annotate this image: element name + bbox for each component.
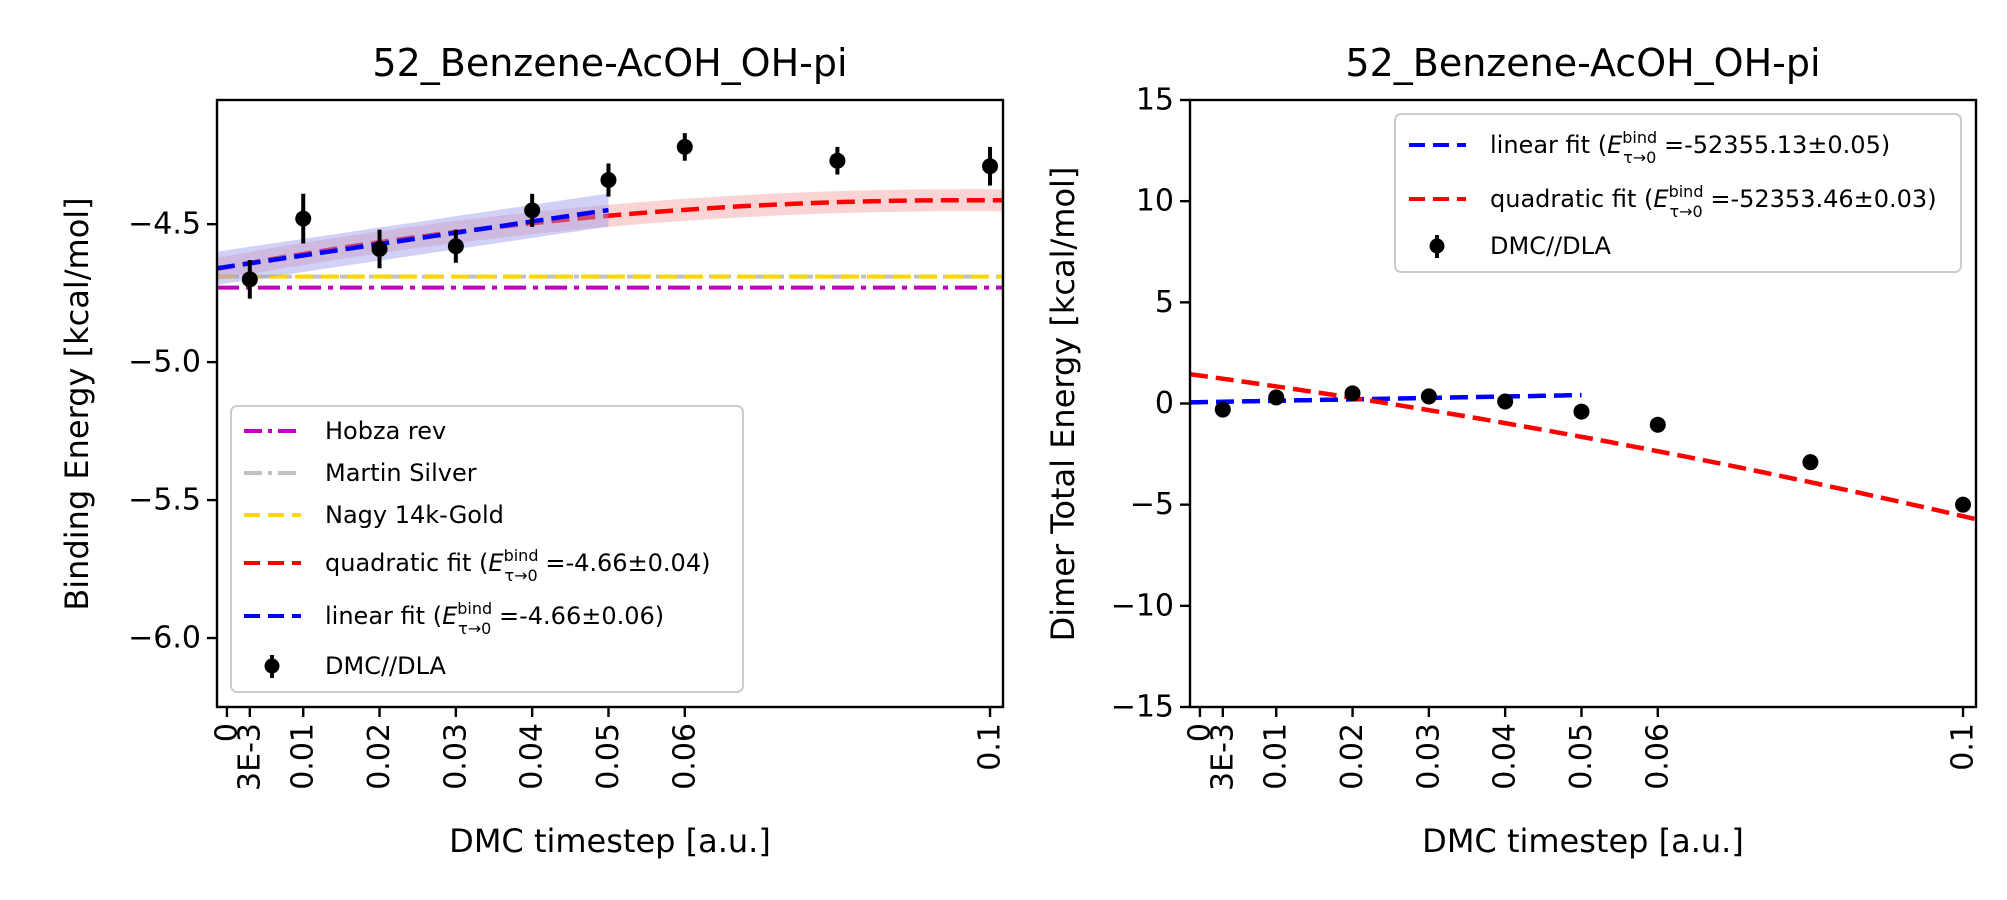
legend-label-quadratic-name: quadratic fit: [1490, 185, 1636, 213]
data-point: [1344, 385, 1361, 402]
legend-label-hobza: Hobza rev: [325, 417, 446, 445]
series-linear-fit-line: [217, 207, 609, 271]
x-tick-label: 0.1: [1946, 723, 1981, 771]
data-point: [829, 152, 846, 169]
data-point: [1573, 403, 1590, 420]
y-tick-label: −4.5: [128, 207, 201, 242]
x-tick-label: 3E-3: [232, 723, 267, 791]
data-point: [1497, 393, 1514, 410]
axis-ticks: 03E-3 0.01 0.02 0.03 0.04 0.05 0.06 0.1 −4.5 −5.0…: [128, 207, 1007, 791]
x-tick-label: 0.01: [1259, 723, 1294, 790]
x-tick-label: 0.06: [667, 723, 702, 790]
data-point: [295, 210, 312, 227]
series-quadratic-fit-band: [217, 189, 1003, 280]
legend-label-linear-value: =-4.66±0.06: [499, 602, 655, 630]
legend: Hobza rev Martin Silver Nagy 14k-Gold qu…: [230, 405, 744, 693]
x-tick-label: 0.02: [362, 723, 397, 790]
axis-ticks: 03E-3 0.01 0.02 0.03 0.04 0.05 0.06 0.1151050−5…: [1111, 83, 1981, 791]
x-tick-label: 0.04: [515, 723, 550, 790]
x-tick-label: 0.1: [973, 723, 1008, 771]
data-point: [1268, 389, 1285, 406]
legend-label-dmc: DMC//DLA: [1490, 232, 1612, 260]
data-point: [1955, 496, 1972, 513]
y-tick-label: −5.5: [128, 483, 201, 518]
data-point: [1420, 388, 1437, 405]
x-tick-label: 0.05: [1564, 723, 1599, 790]
chart-title: 52_Benzene-AcOH_OH-pi: [1345, 41, 1820, 85]
legend-handle-dmc-marker: [1429, 238, 1445, 254]
data-point: [982, 158, 999, 175]
legend-label-quadratic-value: =-4.66±0.04: [545, 549, 701, 577]
data-point: [1649, 416, 1666, 433]
plot-area: [217, 133, 1003, 299]
legend: linear fit (Ebind τ→0 =-52355.13±0.05) qu…: [1394, 113, 1962, 273]
legend-label-nagy: Nagy 14k-Gold: [325, 501, 504, 529]
y-axis-label: Dimer Total Energy [kcal/mol]: [1044, 167, 1082, 642]
data-point: [241, 271, 258, 288]
y-tick-label: −15: [1111, 690, 1174, 725]
y-axis-label: Binding Energy [kcal/mol]: [58, 197, 96, 610]
x-tick-label: 0.05: [591, 723, 626, 790]
binding-energy-panel: 52_Benzene-AcOH_OH-pi DMC timestep [a.u.…: [58, 41, 1008, 860]
x-axis-label: DMC timestep [a.u.]: [1422, 822, 1744, 860]
y-tick-label: 5: [1155, 285, 1174, 320]
legend-label-linear-name: linear fit: [1490, 131, 1590, 159]
legend-label-linear: linear fit (Ebind τ→0 =-4.66±0.06): [325, 599, 664, 638]
legend-box: [1394, 113, 1962, 273]
legend-handle-dmc-marker: [264, 658, 280, 674]
legend-label-martin: Martin Silver: [325, 459, 477, 487]
legend-label-quadratic: quadratic fit (Ebind τ→0 =-4.66±0.04): [325, 546, 710, 585]
y-tick-label: 10: [1136, 184, 1174, 219]
dimer-total-energy-panel: 52_Benzene-AcOH_OH-pi DMC timestep [a.u.…: [1044, 41, 1981, 860]
x-tick-label: 0: [1182, 723, 1217, 742]
x-tick-label: 0.06: [1640, 723, 1675, 790]
data-point: [1214, 401, 1231, 418]
data-point: [676, 138, 693, 155]
data-point: [371, 240, 388, 257]
legend-label-dmc: DMC//DLA: [325, 652, 447, 680]
legend-label-quadratic-name: quadratic fit: [325, 549, 471, 577]
y-tick-label: −5.0: [128, 345, 201, 380]
x-tick-label: 0.03: [1411, 723, 1446, 790]
x-tick-label: 0.03: [438, 723, 473, 790]
y-tick-label: −5: [1130, 487, 1174, 522]
x-tick-label: 0.01: [286, 723, 321, 790]
chart-title: 52_Benzene-AcOH_OH-pi: [372, 41, 847, 85]
y-tick-label: −6.0: [128, 621, 201, 656]
y-tick-label: 15: [1136, 83, 1174, 118]
legend-label-quadratic-value: =-52353.46±0.03: [1710, 185, 1927, 213]
series-linear-fit-line: [1190, 392, 1582, 405]
data-point: [524, 202, 541, 219]
x-tick-label: 0: [209, 723, 244, 742]
legend-box: [230, 405, 744, 693]
x-tick-label: 0.04: [1488, 723, 1523, 790]
x-tick-label: 0.02: [1335, 723, 1370, 790]
y-tick-label: −10: [1111, 588, 1174, 623]
plot-area: [1190, 371, 1976, 522]
plot-frame: [215, 98, 1005, 709]
series-quadratic-fit-line: [1190, 371, 1976, 522]
data-point: [600, 172, 617, 189]
x-axis-label: DMC timestep [a.u.]: [449, 822, 771, 860]
legend-label-quadratic: quadratic fit (Ebind τ→0 =-52353.46±0.03): [1490, 182, 1937, 221]
legend-label-linear-name: linear fit: [325, 602, 425, 630]
data-point: [447, 238, 464, 255]
legend-label-linear-value: =-52355.13±0.05: [1664, 131, 1881, 159]
y-tick-label: 0: [1155, 386, 1174, 421]
data-point: [1802, 454, 1819, 471]
x-tick-label: 3E-3: [1205, 723, 1240, 791]
legend-label-linear: linear fit (Ebind τ→0 =-52355.13±0.05): [1490, 128, 1890, 167]
